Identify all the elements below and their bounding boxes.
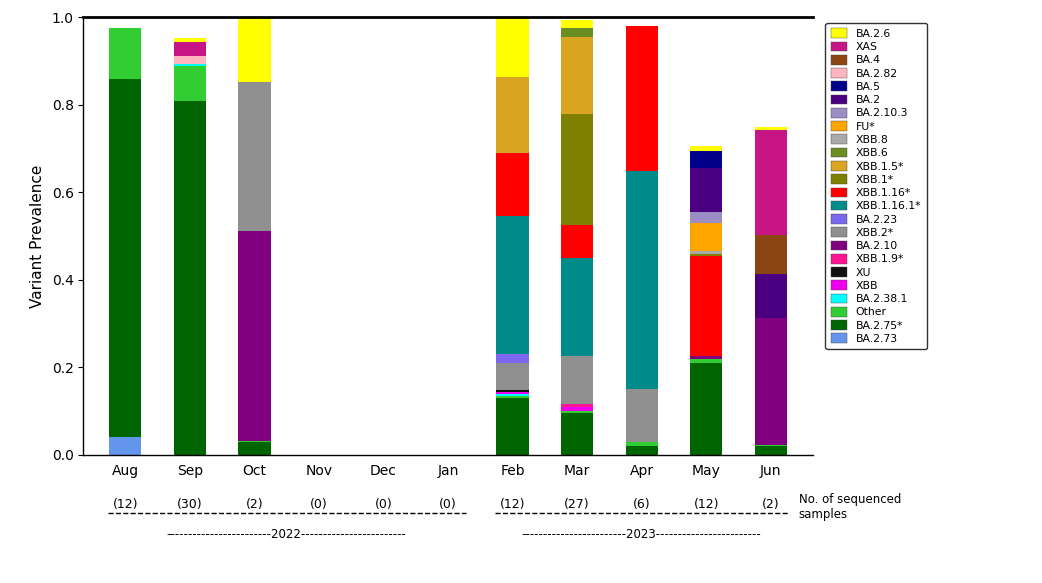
Bar [174, 38, 206, 43]
Bar [754, 130, 787, 235]
Bar [690, 356, 722, 359]
Bar [496, 153, 528, 216]
Bar [496, 390, 528, 392]
Bar [496, 354, 528, 363]
Bar [690, 146, 722, 151]
Text: No. of sequenced
samples: No. of sequenced samples [798, 493, 901, 521]
Bar [690, 223, 722, 251]
Bar [174, 64, 206, 66]
Bar [690, 212, 722, 223]
Bar [754, 445, 787, 446]
Text: (2): (2) [762, 498, 779, 511]
Text: (0): (0) [375, 498, 393, 511]
Text: (27): (27) [565, 498, 590, 511]
Bar [561, 356, 593, 405]
Text: (30): (30) [177, 498, 203, 511]
Bar [754, 127, 787, 130]
Bar [690, 151, 722, 168]
Bar [561, 225, 593, 258]
Bar [496, 363, 528, 390]
Bar [690, 251, 722, 254]
Bar [561, 37, 593, 114]
Bar [754, 235, 787, 274]
Y-axis label: Variant Prevalence: Variant Prevalence [29, 164, 45, 308]
Bar [561, 258, 593, 356]
Text: (2): (2) [246, 498, 264, 511]
Bar [239, 441, 271, 442]
Bar [690, 363, 722, 455]
Text: (12): (12) [694, 498, 719, 511]
Bar [625, 389, 658, 442]
Bar [625, 170, 658, 389]
Text: (0): (0) [311, 498, 328, 511]
Bar [174, 100, 206, 455]
Bar [109, 437, 142, 455]
Bar [690, 359, 722, 363]
Bar [496, 395, 528, 396]
Bar [754, 318, 787, 445]
Bar [496, 398, 528, 455]
Bar [561, 407, 593, 411]
Text: (6): (6) [632, 498, 650, 511]
Bar [239, 231, 271, 441]
Bar [174, 43, 206, 55]
Bar [625, 446, 658, 455]
Bar [239, 17, 271, 82]
Bar [239, 82, 271, 231]
Bar [109, 29, 142, 79]
Bar [496, 396, 528, 398]
Bar [754, 274, 787, 318]
Text: (12): (12) [113, 498, 139, 511]
Bar [174, 55, 206, 64]
Bar [561, 413, 593, 455]
Bar [561, 114, 593, 225]
Bar [561, 29, 593, 37]
Bar [496, 392, 528, 394]
Bar [561, 411, 593, 413]
Bar [496, 216, 528, 354]
Text: ------------------------2023------------------------: ------------------------2023------------… [522, 528, 762, 540]
Bar [109, 79, 142, 437]
Bar [496, 17, 528, 76]
Text: (0): (0) [439, 498, 457, 511]
Bar [690, 256, 722, 356]
Bar [561, 405, 593, 407]
Text: ------------------------2022------------------------: ------------------------2022------------… [167, 528, 406, 540]
Bar [239, 442, 271, 455]
Bar [625, 26, 658, 170]
Bar [625, 442, 658, 446]
Bar [754, 446, 787, 455]
Text: (12): (12) [500, 498, 525, 511]
Bar [496, 76, 528, 153]
Legend: BA.2.6, XAS, BA.4, BA.2.82, BA.5, BA.2, BA.2.10.3, FU*, XBB.8, XBB.6, XBB.1.5*, : BA.2.6, XAS, BA.4, BA.2.82, BA.5, BA.2, … [825, 23, 926, 349]
Bar [690, 168, 722, 212]
Bar [174, 66, 206, 100]
Bar [561, 20, 593, 29]
Bar [690, 254, 722, 256]
